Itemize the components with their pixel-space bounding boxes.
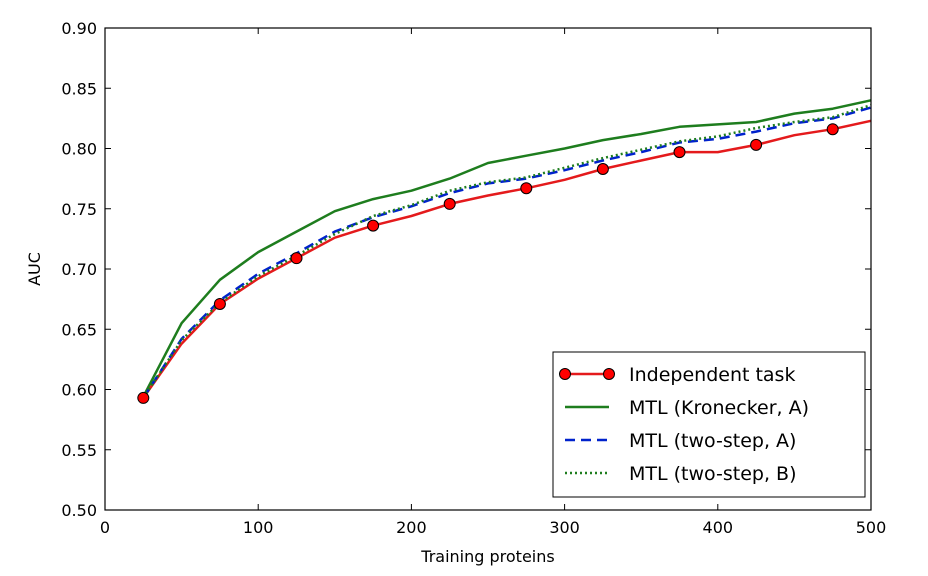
legend: Independent task MTL (Kronecker, A) MTL (t… xyxy=(552,351,866,498)
data-point xyxy=(443,197,456,210)
series-line-0 xyxy=(142,119,872,399)
legend-label: MTL (two-step, A) xyxy=(629,430,796,452)
y-tick-label: 0.50 xyxy=(61,501,97,520)
x-axis-label: Training proteins xyxy=(420,547,554,566)
y-tick-label: 0.55 xyxy=(61,441,97,460)
y-tick-label: 0.90 xyxy=(61,19,97,38)
axis-ticks: 0 100 200 300 400 500 0.50 0.55 0.60 0.65 0.70 0.75… xyxy=(61,19,886,537)
plot-marks xyxy=(137,99,872,404)
legend-label: MTL (two-step, B) xyxy=(629,463,796,485)
legend-marker xyxy=(559,368,571,380)
x-tick-label: 400 xyxy=(703,518,734,537)
series-line-3 xyxy=(142,103,872,399)
data-point xyxy=(826,123,839,136)
y-tick-label: 0.65 xyxy=(61,320,97,339)
data-point xyxy=(137,391,150,404)
x-tick-label: 100 xyxy=(243,518,274,537)
data-point xyxy=(520,182,533,195)
y-axis-label: AUC xyxy=(25,252,44,286)
data-point xyxy=(673,146,686,159)
x-tick-label: 500 xyxy=(856,518,887,537)
x-tick-label: 0 xyxy=(100,518,110,537)
y-tick-label: 0.85 xyxy=(61,79,97,98)
y-tick-label: 0.60 xyxy=(61,381,97,400)
data-point xyxy=(213,297,226,310)
y-tick-label: 0.70 xyxy=(61,260,97,279)
y-tick-label: 0.75 xyxy=(61,200,97,219)
series-line-1 xyxy=(142,99,872,398)
data-point xyxy=(367,219,380,232)
legend-label: MTL (Kronecker, A) xyxy=(629,397,809,419)
data-point xyxy=(750,138,763,151)
x-tick-label: 300 xyxy=(549,518,580,537)
data-point xyxy=(596,162,609,175)
legend-marker xyxy=(603,368,615,380)
data-point xyxy=(290,252,303,265)
y-tick-label: 0.80 xyxy=(61,140,97,159)
series-line-2 xyxy=(142,106,872,399)
legend-label: Independent task xyxy=(629,364,795,386)
x-tick-label: 200 xyxy=(396,518,427,537)
